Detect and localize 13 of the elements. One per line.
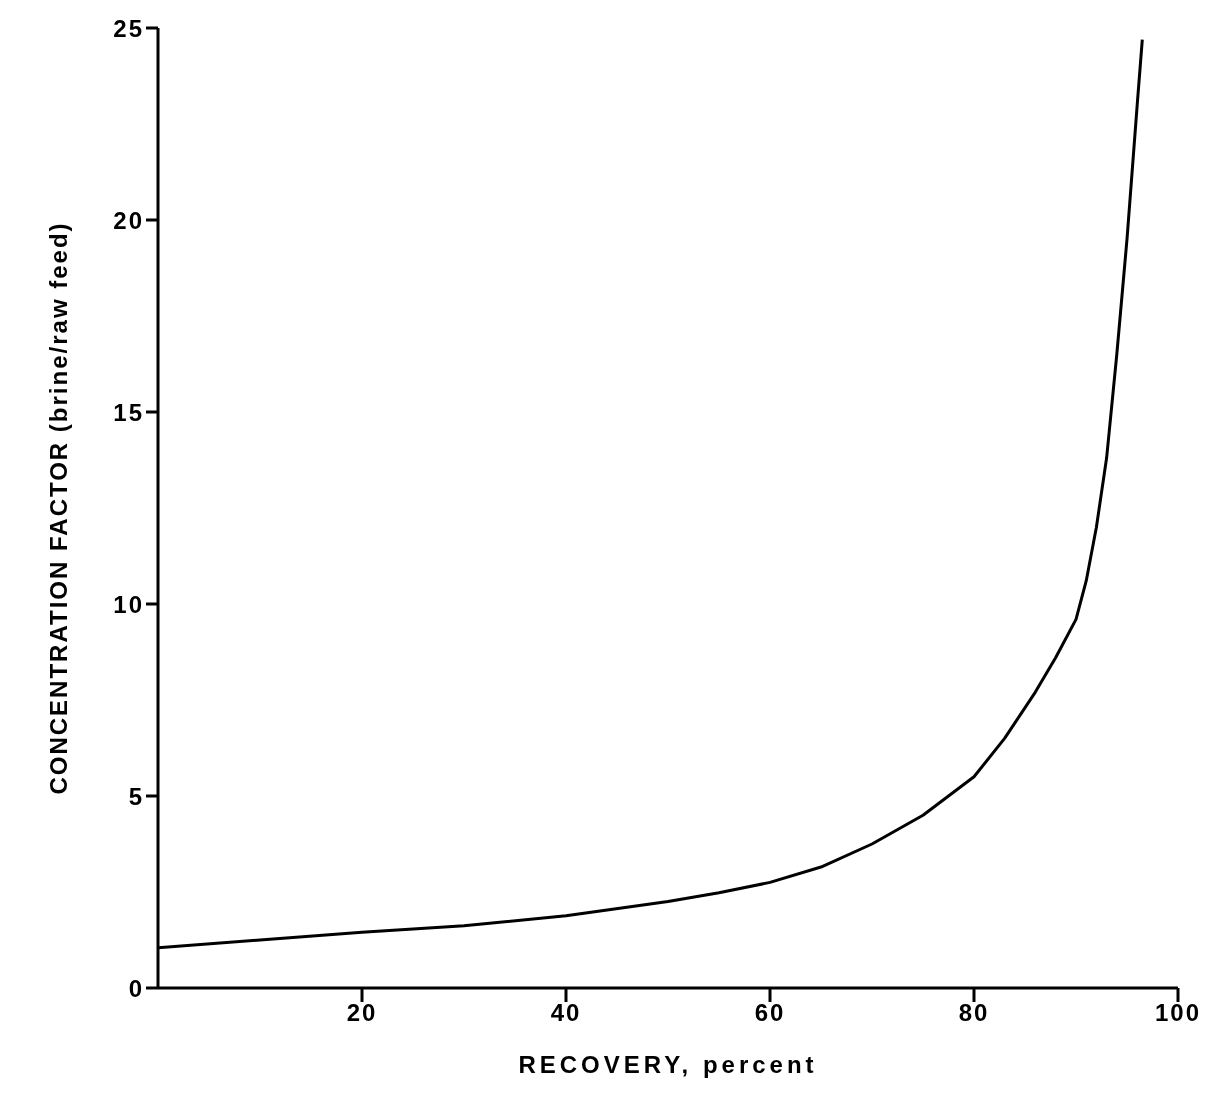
y-axis-title: CONCENTRATION FACTOR (brine/raw feed) <box>44 221 72 795</box>
x-tick-label: 40 <box>550 999 582 1027</box>
y-tick-label: 25 <box>113 14 144 42</box>
x-tick-label: 20 <box>346 999 378 1027</box>
y-tick-label: 0 <box>128 974 144 1002</box>
y-tick-label: 10 <box>113 590 144 618</box>
x-tick-label: 60 <box>754 999 786 1027</box>
y-tick-label: 20 <box>113 206 144 234</box>
x-tick-label: 100 <box>1154 999 1202 1027</box>
y-tick-label: 15 <box>113 398 144 426</box>
x-tick-label: 80 <box>958 999 990 1027</box>
y-tick-label: 5 <box>128 782 144 810</box>
x-axis-title: RECOVERY, percent <box>518 1051 818 1078</box>
